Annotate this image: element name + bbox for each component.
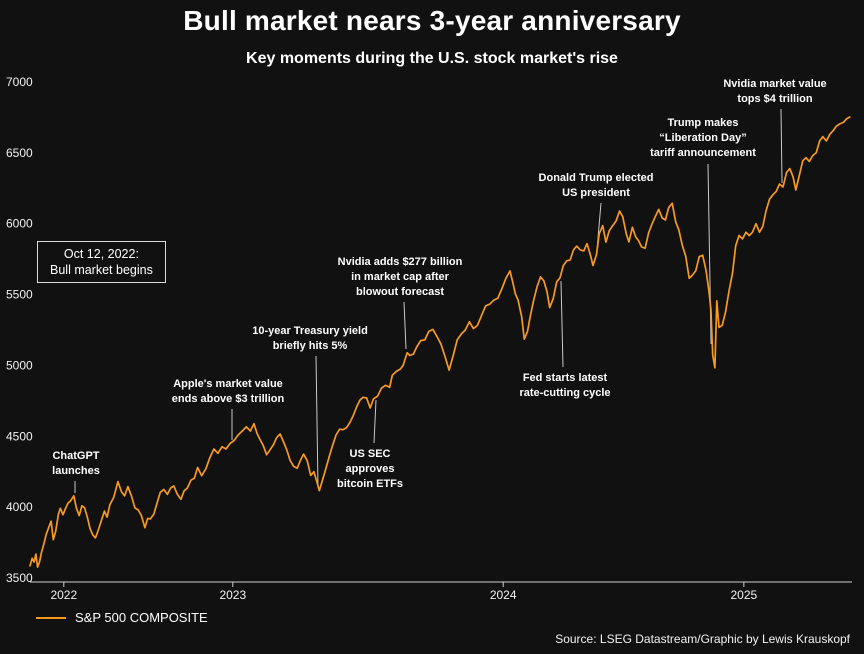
callout-box-bull-market-begins: Oct 12, 2022: Bull market begins (37, 241, 166, 283)
y-axis-label: 5500 (6, 288, 33, 302)
annotation-leader-nvidia-4t (780, 108, 783, 184)
annotation-line: US SEC (349, 448, 391, 460)
chart-subtitle: Key moments during the U.S. stock market… (246, 50, 618, 67)
annotation-line: rate-cutting cycle (519, 387, 611, 399)
annotation-line: tariff announcement (650, 147, 756, 159)
y-axis-label: 7000 (6, 75, 33, 89)
chart-title: Bull market nears 3-year anniversary (183, 5, 681, 36)
annotation-line: tops $4 trillion (737, 93, 813, 105)
annotation-line: Nvidia market value (723, 78, 827, 90)
callout-line-2: Bull market begins (50, 263, 153, 277)
x-axis-label: 2025 (730, 588, 757, 602)
source-credit: Source: LSEG Datastream/Graphic by Lewis… (555, 632, 850, 646)
x-axis-label: 2022 (50, 588, 77, 602)
annotation-apple-3t: Apple's market value ends above $3 trilli… (172, 377, 284, 407)
y-axis-label: 4000 (6, 500, 33, 514)
annotation-nvidia-277b: Nvidia adds $277 billion in market cap af… (338, 255, 463, 300)
legend-line-swatch-icon (36, 616, 66, 619)
annotation-line: Apple's market value (173, 378, 283, 390)
y-axis-label: 6000 (6, 217, 33, 231)
legend: S&P 500 COMPOSITE (36, 610, 208, 625)
legend-label: S&P 500 COMPOSITE (75, 610, 208, 625)
annotation-nvidia-4t: Nvidia market value tops $4 trillion (723, 77, 826, 107)
annotation-line: “Liberation Day” (659, 132, 747, 144)
annotation-chatgpt: ChatGPT launches (52, 449, 100, 479)
annotation-leader-bitcoin-etf (373, 399, 377, 444)
annotation-line: approves (345, 463, 395, 475)
annotation-line: Fed starts latest (522, 372, 608, 384)
annotation-line: Donald Trump elected (538, 172, 654, 184)
annotation-line: bitcoin ETFs (337, 478, 403, 490)
y-axis-label: 3500 (6, 571, 33, 585)
annotation-trump-elected: Donald Trump elected US president (539, 171, 654, 201)
annotation-leader-treasury-5pct (315, 355, 319, 488)
annotation-leader-nvidia-277b (403, 301, 407, 350)
annotation-line: Nvidia adds $277 billion (337, 256, 463, 268)
x-axis-label: 2023 (219, 588, 246, 602)
annotation-fed-cuts: Fed starts latest rate-cutting cycle (519, 371, 610, 401)
annotation-treasury-5pct: 10-year Treasury yield briefly hits 5% (252, 324, 368, 354)
annotation-line: 10-year Treasury yield (252, 325, 368, 337)
annotation-line: ends above $3 trillion (171, 393, 285, 405)
y-axis-label: 6500 (6, 146, 33, 160)
callout-line-1: Oct 12, 2022: (63, 247, 139, 261)
annotation-leader-fed-cuts (560, 280, 564, 368)
annotation-line: launches (52, 465, 100, 477)
annotation-line: US president (562, 187, 630, 199)
annotation-line: in market cap after (351, 271, 449, 283)
annotation-line: Trump makes (667, 117, 739, 129)
annotation-line: blowout forecast (355, 286, 444, 298)
price-line (29, 116, 851, 568)
annotation-bitcoin-etf: US SEC approves bitcoin ETFs (337, 447, 403, 492)
x-axis-label: 2024 (490, 588, 517, 602)
y-axis-label: 4500 (6, 429, 33, 443)
annotation-liberation-day: Trump makes “Liberation Day” tariff announ… (650, 116, 756, 161)
y-axis-label: 5000 (6, 358, 33, 372)
annotation-line: ChatGPT (52, 450, 100, 462)
annotation-line: briefly hits 5% (272, 340, 348, 352)
